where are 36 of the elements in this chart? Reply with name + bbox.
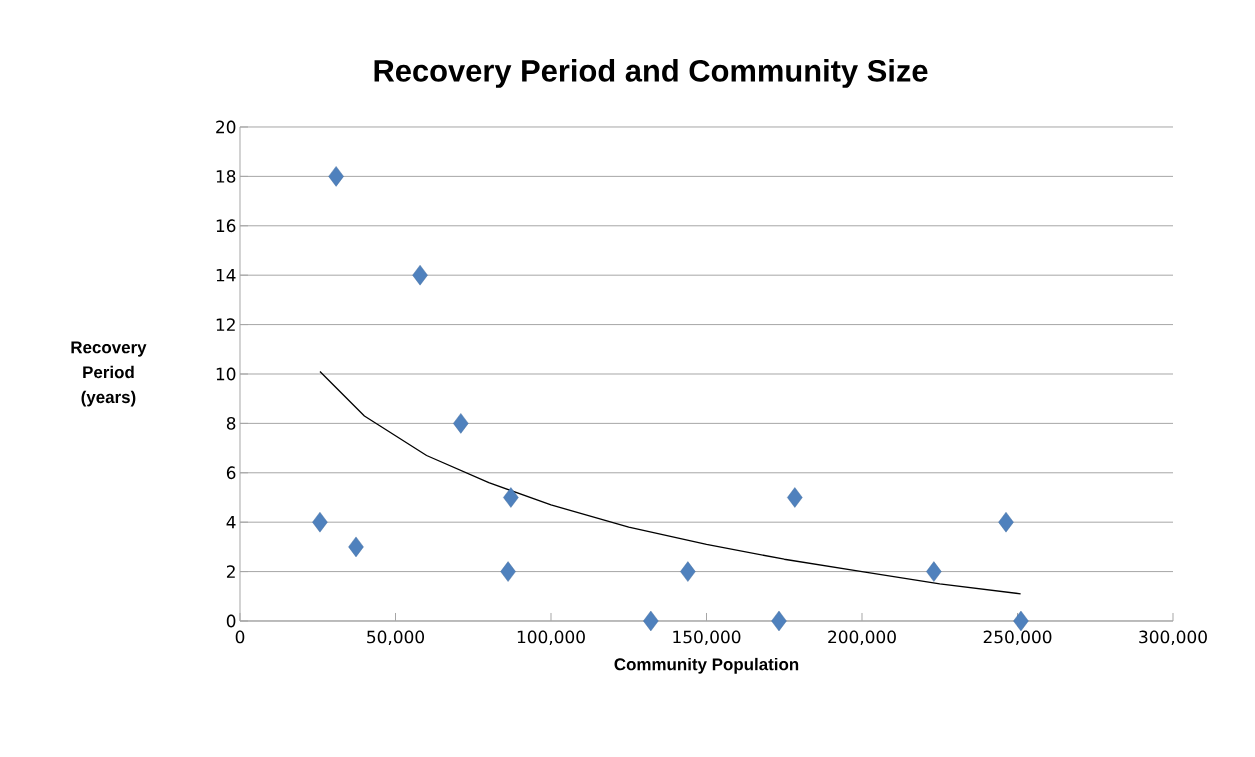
x-tick-label: 0 xyxy=(235,630,245,644)
point xyxy=(500,561,516,582)
x-tick-label: 50,000 xyxy=(367,630,425,646)
point xyxy=(680,561,696,582)
y-axis-title: Recovery Period (years) xyxy=(71,341,147,407)
point xyxy=(787,487,803,508)
y-tick-label: 14 xyxy=(216,269,236,282)
y-tick-label: 8 xyxy=(226,416,236,430)
x-tick-label: 150,000 xyxy=(673,630,741,646)
point xyxy=(453,413,469,434)
y-tick-label: 2 xyxy=(226,565,235,578)
chart-title: Recovery Period and Community Size xyxy=(374,59,928,88)
y-tick-label: 18 xyxy=(216,169,236,183)
point xyxy=(312,511,328,533)
y-tick-label: 16 xyxy=(216,219,236,233)
x-tick-label: 200,000 xyxy=(828,630,896,646)
x-tick-label: 250,000 xyxy=(983,630,1052,646)
point xyxy=(643,610,659,632)
y-tick-label: 10 xyxy=(216,367,236,381)
point xyxy=(412,264,428,286)
y-tick-label: 20 xyxy=(216,120,236,134)
y-tick-label: 12 xyxy=(216,318,235,331)
x-axis-title: Community Population xyxy=(614,657,799,674)
y-tick-label: 0 xyxy=(226,614,236,628)
point xyxy=(348,536,364,558)
x-tick-label: 300,000 xyxy=(1139,630,1207,646)
y-tick-label: 6 xyxy=(226,466,236,480)
point xyxy=(771,610,787,632)
point xyxy=(998,511,1014,533)
point xyxy=(926,561,942,582)
point xyxy=(328,166,344,187)
point xyxy=(503,487,519,508)
x-tick-label: 100,000 xyxy=(517,630,585,646)
y-tick-label: 4 xyxy=(226,516,236,529)
line-series xyxy=(319,370,1022,595)
point xyxy=(1013,610,1029,632)
